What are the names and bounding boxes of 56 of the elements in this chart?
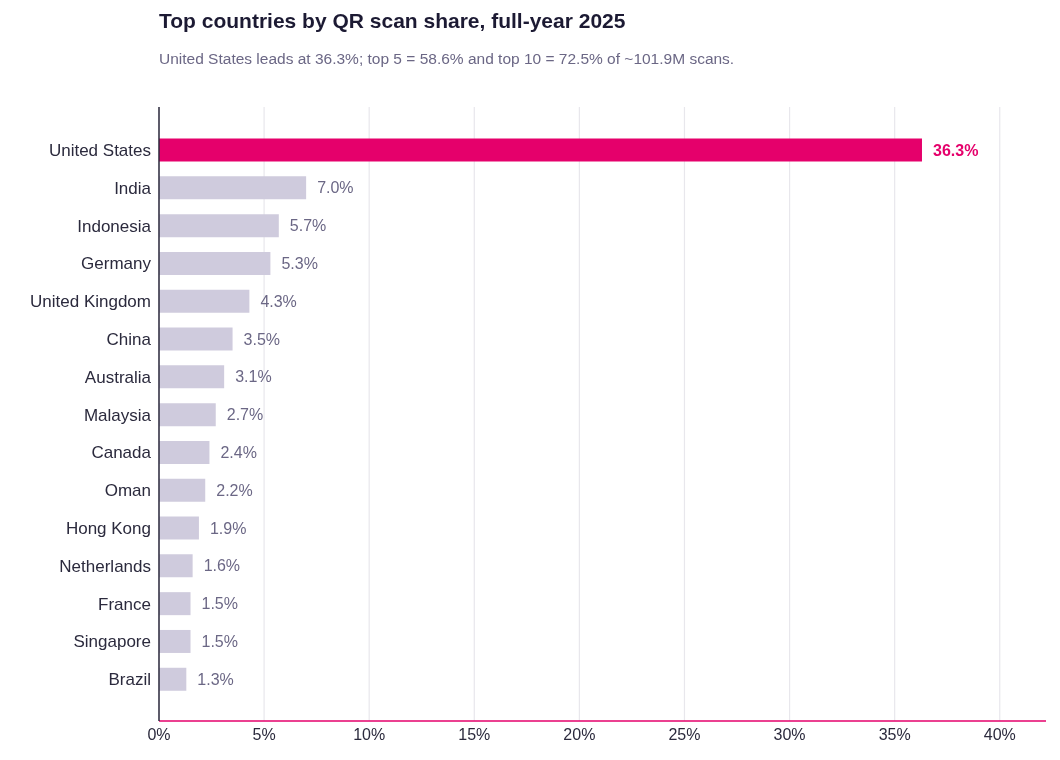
bar: [159, 365, 225, 389]
bar: [159, 629, 191, 653]
y-tick-label: Australia: [84, 367, 152, 387]
data-label: 4.3%: [260, 292, 297, 310]
chart-subtitle: United States leads at 36.3%; top 5 = 58.6% and top 10 = 72.5% of ~101.9M scans.: [159, 50, 735, 68]
y-tick-label: United States: [48, 140, 151, 160]
bar: [159, 289, 250, 313]
x-tick-label: 15%: [458, 726, 491, 744]
data-label: 1.5%: [201, 595, 238, 613]
bar: [159, 214, 279, 238]
bar: [159, 667, 187, 691]
y-tick-label: Singapore: [73, 632, 151, 652]
data-label: 2.7%: [226, 406, 264, 424]
data-label: 1.3%: [197, 670, 234, 688]
data-label: 5.3%: [281, 254, 318, 272]
data-label: 1.5%: [201, 632, 238, 650]
y-tick-label: Malaysia: [83, 405, 152, 425]
data-label: 7.0%: [317, 179, 354, 197]
data-label: 3.5%: [243, 330, 281, 348]
bar: [159, 138, 922, 162]
bar: [159, 251, 271, 275]
y-tick-label: Oman: [104, 481, 151, 501]
y-tick-label: Netherlands: [59, 556, 151, 576]
data-label: 2.4%: [220, 443, 257, 461]
y-tick-label: Brazil: [108, 670, 151, 690]
bar: [159, 478, 206, 502]
data-label: 1.6%: [203, 557, 241, 575]
bar: [159, 516, 199, 540]
x-tick-label: 10%: [353, 726, 386, 744]
data-label: 2.2%: [216, 481, 253, 499]
x-tick-label: 40%: [983, 726, 1016, 744]
x-tick-label: 35%: [878, 726, 911, 744]
bar: [159, 176, 307, 200]
data-label: 3.1%: [235, 368, 272, 386]
y-tick-label: France: [98, 594, 151, 614]
bar: [159, 403, 216, 427]
data-label: 5.7%: [289, 217, 327, 235]
y-tick-label: China: [106, 329, 152, 349]
data-label: 36.3%: [932, 141, 979, 159]
y-tick-label: Indonesia: [77, 216, 152, 236]
y-tick-label: India: [114, 178, 152, 198]
x-tick-label: 30%: [773, 726, 806, 744]
y-tick-label: Hong Kong: [65, 518, 151, 538]
bar: [159, 327, 233, 351]
bar: [159, 554, 193, 578]
bar: [159, 592, 191, 616]
chart-title: Top countries by QR scan share, full-year 2025: [159, 9, 626, 33]
x-tick-label: 0%: [147, 726, 171, 744]
y-tick-label: Germany: [81, 254, 152, 274]
y-tick-label: United Kingdom: [30, 292, 151, 312]
y-tick-label: Canada: [91, 443, 152, 463]
x-tick-label: 25%: [668, 726, 701, 744]
data-label: 1.9%: [209, 519, 247, 537]
bar: [159, 440, 210, 464]
x-tick-label: 5%: [252, 726, 276, 744]
x-tick-label: 20%: [563, 726, 596, 744]
